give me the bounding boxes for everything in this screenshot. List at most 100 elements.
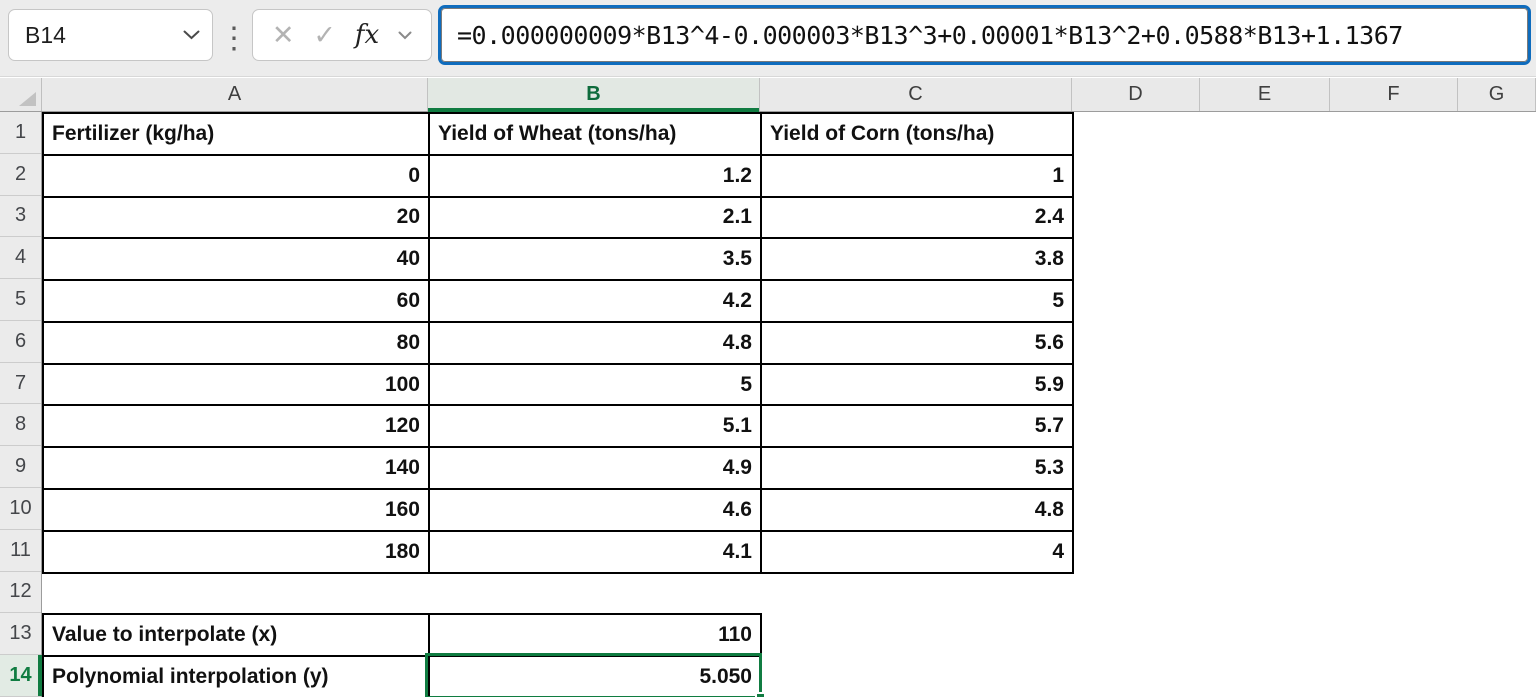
cell-C14[interactable] bbox=[761, 656, 1073, 697]
cell-D5[interactable] bbox=[1073, 280, 1201, 322]
formula-input[interactable]: =0.000000009*B13^4-0.000003*B13^3+0.0000… bbox=[438, 5, 1531, 65]
cell-G2[interactable] bbox=[1459, 155, 1536, 197]
fill-handle[interactable] bbox=[755, 692, 766, 697]
cell-E5[interactable] bbox=[1201, 280, 1331, 322]
row-header-9[interactable]: 9 bbox=[0, 446, 41, 489]
row-header-2[interactable]: 2 bbox=[0, 154, 41, 196]
cell-D3[interactable] bbox=[1073, 197, 1201, 239]
cell-F2[interactable] bbox=[1331, 155, 1459, 197]
cell-C5[interactable]: 5 bbox=[760, 279, 1074, 323]
cell-A13[interactable]: Value to interpolate (x) bbox=[42, 613, 430, 658]
cell-C8[interactable]: 5.7 bbox=[760, 404, 1074, 449]
cell-G4[interactable] bbox=[1459, 238, 1536, 280]
cell-E13[interactable] bbox=[1201, 614, 1331, 656]
cell-A6[interactable]: 80 bbox=[42, 320, 430, 365]
cell-B2[interactable]: 1.2 bbox=[428, 153, 762, 198]
cell-C7[interactable]: 5.9 bbox=[760, 362, 1074, 407]
cell-E3[interactable] bbox=[1201, 197, 1331, 239]
cell-A7[interactable]: 100 bbox=[42, 362, 430, 407]
row-header-1[interactable]: 1 bbox=[0, 112, 41, 154]
row-header-6[interactable]: 6 bbox=[0, 321, 41, 363]
name-box[interactable]: B14 bbox=[8, 9, 213, 61]
cell-F12[interactable] bbox=[1331, 573, 1459, 615]
row-header-5[interactable]: 5 bbox=[0, 279, 41, 321]
cell-D8[interactable] bbox=[1073, 405, 1201, 447]
cell-E10[interactable] bbox=[1201, 489, 1331, 531]
cell-G6[interactable] bbox=[1459, 322, 1536, 364]
column-header-G[interactable]: G bbox=[1458, 78, 1536, 111]
cell-D12[interactable] bbox=[1073, 573, 1201, 615]
cell-E7[interactable] bbox=[1201, 364, 1331, 406]
cell-F4[interactable] bbox=[1331, 238, 1459, 280]
cell-B4[interactable]: 3.5 bbox=[428, 237, 762, 282]
row-header-13[interactable]: 13 bbox=[0, 613, 41, 656]
cell-D7[interactable] bbox=[1073, 364, 1201, 406]
column-header-C[interactable]: C bbox=[760, 78, 1072, 111]
cell-E6[interactable] bbox=[1201, 322, 1331, 364]
cell-D9[interactable] bbox=[1073, 447, 1201, 489]
cell-A1[interactable]: Fertilizer (kg/ha) bbox=[42, 112, 430, 156]
cell-A2[interactable]: 0 bbox=[42, 153, 430, 198]
cell-F11[interactable] bbox=[1331, 531, 1459, 573]
cell-F14[interactable] bbox=[1331, 656, 1459, 697]
cell-B11[interactable]: 4.1 bbox=[428, 529, 762, 574]
cell-F9[interactable] bbox=[1331, 447, 1459, 489]
row-header-14[interactable]: 14 bbox=[0, 655, 42, 697]
column-header-E[interactable]: E bbox=[1200, 78, 1330, 111]
cell-G1[interactable] bbox=[1459, 113, 1536, 155]
cell-G10[interactable] bbox=[1459, 489, 1536, 531]
cell-F6[interactable] bbox=[1331, 322, 1459, 364]
cell-C3[interactable]: 2.4 bbox=[760, 195, 1074, 240]
cell-B7[interactable]: 5 bbox=[428, 362, 762, 407]
cell-F10[interactable] bbox=[1331, 489, 1459, 531]
cell-B6[interactable]: 4.8 bbox=[428, 320, 762, 365]
cell-A9[interactable]: 140 bbox=[42, 446, 430, 491]
cell-B14[interactable]: 5.050 bbox=[428, 655, 762, 697]
cell-B9[interactable]: 4.9 bbox=[428, 446, 762, 491]
cell-G14[interactable] bbox=[1459, 656, 1536, 697]
cell-A11[interactable]: 180 bbox=[42, 529, 430, 574]
cell-D1[interactable] bbox=[1073, 113, 1201, 155]
cell-E9[interactable] bbox=[1201, 447, 1331, 489]
cell-C6[interactable]: 5.6 bbox=[760, 320, 1074, 365]
row-header-7[interactable]: 7 bbox=[0, 363, 41, 405]
chevron-down-icon[interactable] bbox=[398, 31, 412, 40]
cell-A8[interactable]: 120 bbox=[42, 404, 430, 449]
cell-D11[interactable] bbox=[1073, 531, 1201, 573]
cell-G11[interactable] bbox=[1459, 531, 1536, 573]
cell-C10[interactable]: 4.8 bbox=[760, 488, 1074, 532]
row-header-11[interactable]: 11 bbox=[0, 530, 41, 572]
cell-D14[interactable] bbox=[1073, 656, 1201, 697]
row-header-10[interactable]: 10 bbox=[0, 488, 41, 530]
column-header-F[interactable]: F bbox=[1330, 78, 1458, 111]
cell-G13[interactable] bbox=[1459, 614, 1536, 656]
column-header-A[interactable]: A bbox=[42, 78, 428, 111]
cell-D6[interactable] bbox=[1073, 322, 1201, 364]
column-header-B[interactable]: B bbox=[428, 78, 760, 112]
cell-B10[interactable]: 4.6 bbox=[428, 488, 762, 532]
insert-function-icon[interactable]: fx bbox=[354, 20, 380, 50]
cell-D13[interactable] bbox=[1073, 614, 1201, 656]
cell-G3[interactable] bbox=[1459, 197, 1536, 239]
cell-B3[interactable]: 2.1 bbox=[428, 195, 762, 240]
cell-A5[interactable]: 60 bbox=[42, 279, 430, 323]
cell-F3[interactable] bbox=[1331, 197, 1459, 239]
cell-E1[interactable] bbox=[1201, 113, 1331, 155]
row-header-12[interactable]: 12 bbox=[0, 572, 41, 614]
cell-B1[interactable]: Yield of Wheat (tons/ha) bbox=[428, 112, 762, 156]
cell-C2[interactable]: 1 bbox=[760, 153, 1074, 198]
cell-B5[interactable]: 4.2 bbox=[428, 279, 762, 323]
cell-F7[interactable] bbox=[1331, 364, 1459, 406]
chevron-down-icon[interactable] bbox=[183, 30, 200, 40]
cell-A4[interactable]: 40 bbox=[42, 237, 430, 282]
cell-C13[interactable] bbox=[761, 614, 1073, 656]
cell-C11[interactable]: 4 bbox=[760, 529, 1074, 574]
cell-E11[interactable] bbox=[1201, 531, 1331, 573]
row-header-8[interactable]: 8 bbox=[0, 404, 41, 447]
column-header-D[interactable]: D bbox=[1072, 78, 1200, 111]
cell-G5[interactable] bbox=[1459, 280, 1536, 322]
cell-C1[interactable]: Yield of Corn (tons/ha) bbox=[760, 112, 1074, 156]
cancel-icon[interactable]: ✕ bbox=[271, 19, 295, 50]
cell-E14[interactable] bbox=[1201, 656, 1331, 697]
cell-G7[interactable] bbox=[1459, 364, 1536, 406]
